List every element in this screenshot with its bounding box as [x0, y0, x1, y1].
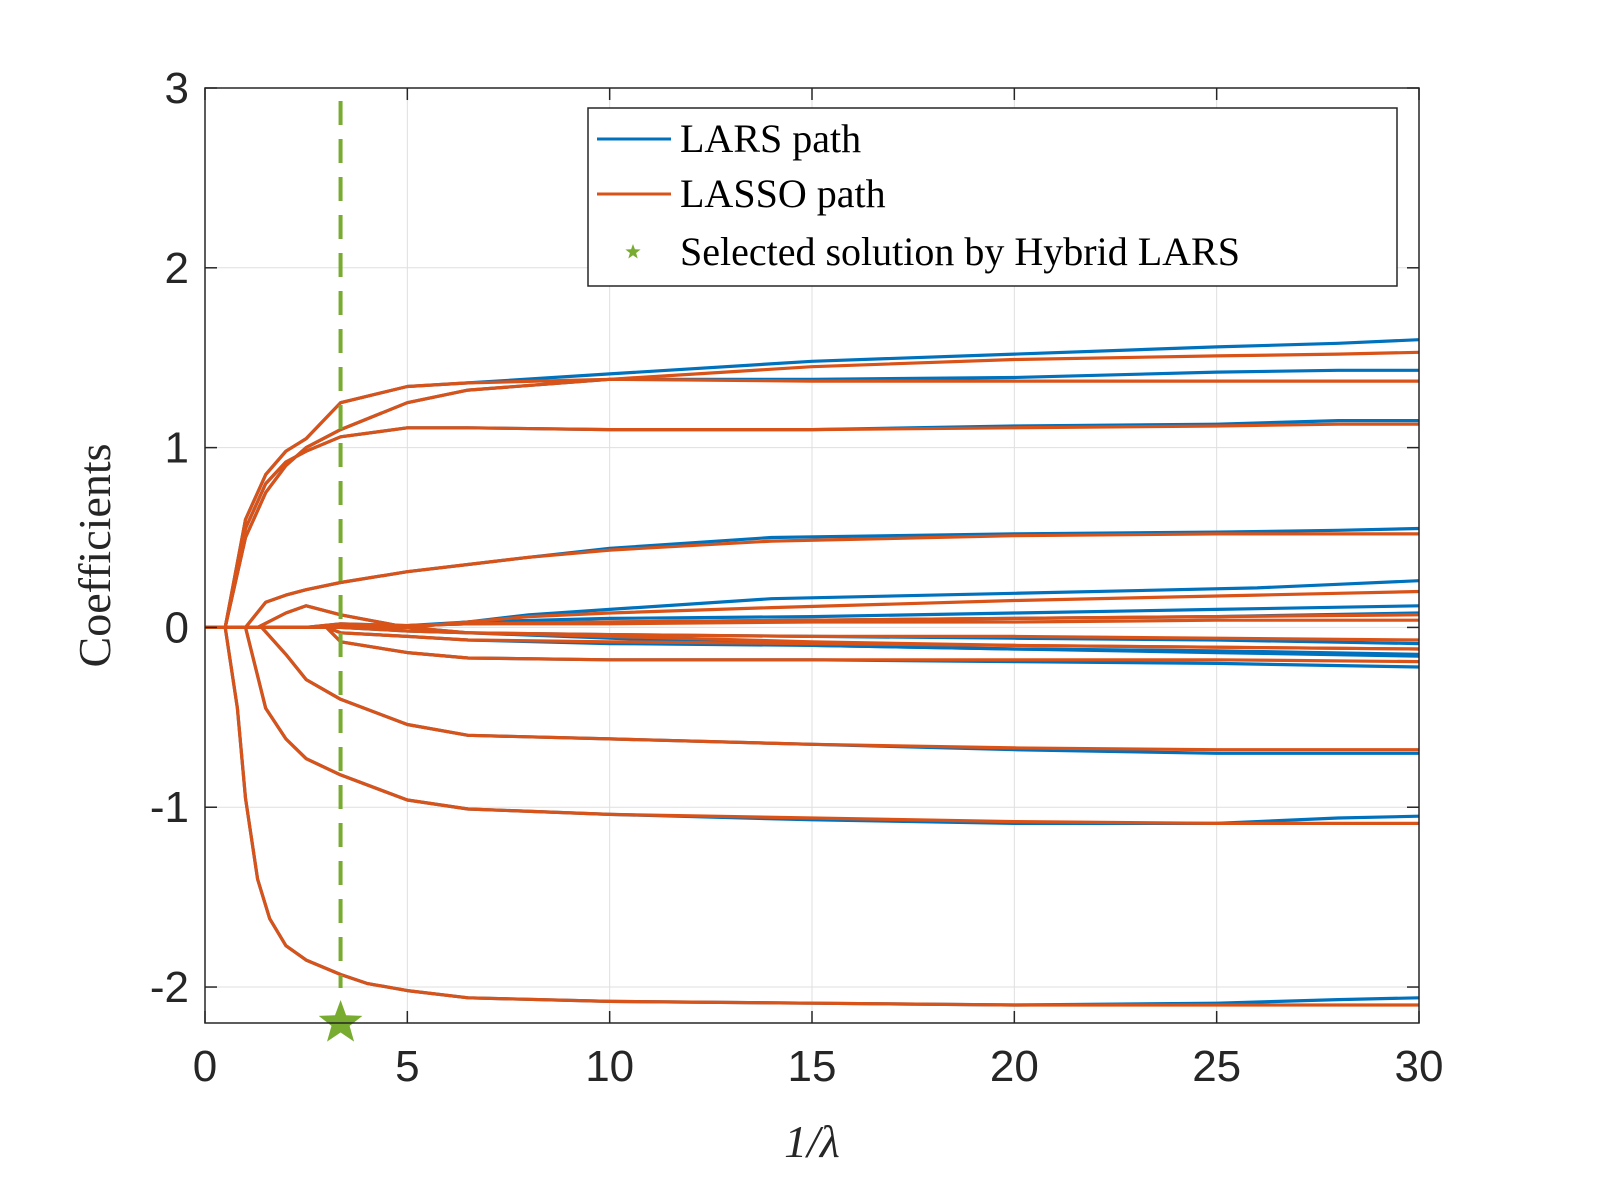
legend-lasso-label: LASSO path — [680, 171, 886, 216]
legend-star-icon — [625, 244, 641, 259]
legend-selected-label: Selected solution by Hybrid LARS — [680, 229, 1240, 274]
coef-3-lasso-path — [205, 422, 1419, 630]
coef-14-lasso-path — [205, 625, 1419, 1007]
coef-10-lasso-path — [205, 618, 1419, 630]
x-tick-label: 5 — [395, 1042, 419, 1091]
coef-1-lasso-path — [205, 350, 1419, 630]
x-tick-label: 20 — [990, 1042, 1039, 1091]
y-tick-label: 2 — [165, 244, 189, 293]
coef-9-lasso-path — [205, 625, 1419, 664]
legend-box — [587, 107, 1398, 287]
x-tick-label: 0 — [193, 1042, 217, 1091]
coef-13-lasso-path — [205, 625, 1419, 826]
y-axis-label: Coefficients — [69, 444, 120, 668]
y-tick-label: 0 — [165, 603, 189, 652]
series-lines — [205, 338, 1419, 1007]
y-tick-label: -1 — [150, 783, 189, 832]
coef-8-lasso-path — [205, 625, 1419, 651]
y-tick-label: 1 — [165, 424, 189, 473]
selected-solution-star-icon — [318, 1000, 363, 1042]
legend: LARS path LASSO path Selected solution b… — [587, 107, 1398, 287]
y-tick-label: -2 — [150, 963, 189, 1012]
coef-11-lasso-path — [205, 625, 1419, 642]
x-tick-label: 25 — [1192, 1042, 1241, 1091]
x-tick-label: 30 — [1395, 1042, 1444, 1091]
y-tick-label: 3 — [165, 64, 189, 113]
selection-markers — [318, 101, 363, 1042]
coef-4-lasso-path — [205, 532, 1419, 630]
legend-lars-label: LARS path — [680, 116, 861, 161]
coef-12-lasso-path — [205, 625, 1419, 752]
x-axis-label: 1/λ — [784, 1116, 840, 1167]
axis-ticks: 0 5 10 15 20 25 30 -2 -1 0 1 2 3 — [150, 64, 1444, 1091]
x-tick-label: 10 — [585, 1042, 634, 1091]
coef-2-lasso-path — [205, 377, 1419, 630]
x-tick-label: 15 — [788, 1042, 837, 1091]
